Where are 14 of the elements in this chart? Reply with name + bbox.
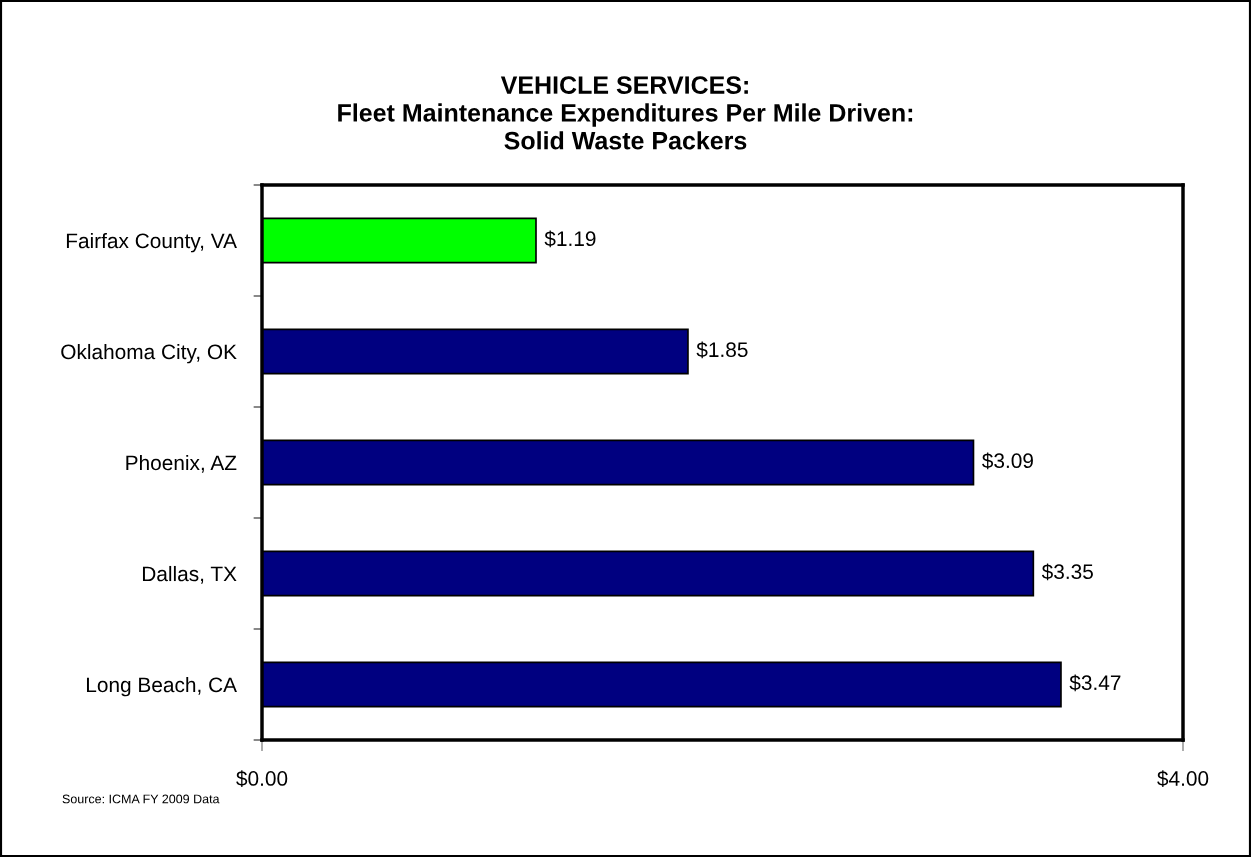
y-tick-label: Oklahoma City, OK <box>61 343 237 364</box>
y-tick-label: Dallas, TX <box>142 565 237 584</box>
data-label: $1.85 <box>696 341 748 359</box>
y-tick-label: Fairfax County, VA <box>66 232 237 253</box>
y-tick-label: Phoenix, AZ <box>126 454 237 473</box>
data-label: $3.09 <box>982 452 1033 470</box>
chart-title: VEHICLE SERVICES: Fleet Maintenance Expenditures Per Mile Driven: Solid Waste Packers <box>338 76 913 150</box>
x-tick-label: $0.00 <box>236 770 288 788</box>
y-tick-label: Long Beach, CA <box>86 676 237 697</box>
data-label: $3.35 <box>1041 563 1093 581</box>
x-tick-label: $4.00 <box>1157 770 1209 788</box>
data-label: $3.47 <box>1069 674 1121 692</box>
source-note: Source: ICMA FY 2009 Data <box>62 794 220 804</box>
data-label: $1.19 <box>544 230 596 248</box>
